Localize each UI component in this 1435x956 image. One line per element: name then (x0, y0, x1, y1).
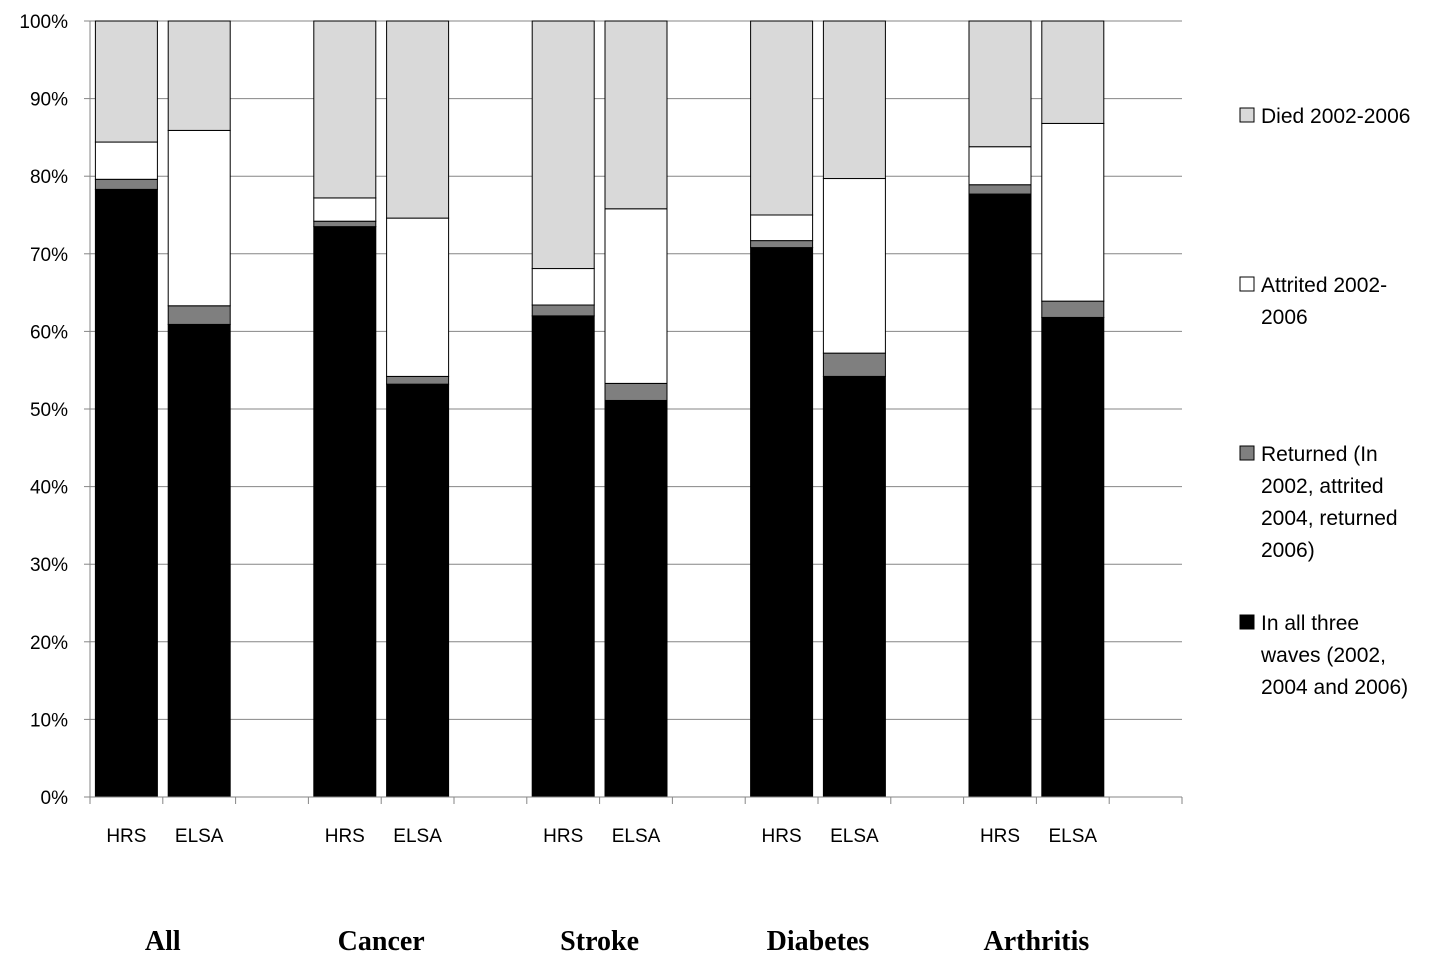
legend-label: 2006) (1261, 539, 1315, 562)
x-tick-label: ELSA (830, 826, 879, 847)
legend-label: Returned (In (1261, 443, 1378, 466)
x-tick-label: ELSA (612, 826, 661, 847)
x-tick-labels: HRS ELSA HRS ELSA HRS ELSA HRS ELSA HRS ELSA (106, 826, 1097, 847)
y-tick-label: 70% (30, 245, 68, 266)
bar-segment (750, 214, 814, 242)
bar-segment (968, 193, 1032, 798)
group-label: Diabetes (767, 926, 870, 956)
bar-segment (386, 20, 450, 219)
legend-label: 2004 and 2006) (1261, 676, 1408, 699)
bar-segment (531, 304, 595, 317)
bar-segment (822, 20, 886, 180)
bar-segment (604, 382, 668, 401)
y-tick-label: 30% (30, 555, 68, 576)
y-tick-label: 100% (19, 12, 68, 33)
y-tick-label: 60% (30, 322, 68, 343)
bar-segment (822, 375, 886, 798)
y-tick-label: 80% (30, 167, 68, 188)
bar-segment (94, 141, 158, 180)
bar-segment (386, 383, 450, 798)
legend-swatch (1239, 107, 1255, 123)
legend-label: 2006 (1261, 306, 1308, 329)
legend-swatch (1239, 445, 1255, 461)
bar-segment (94, 20, 158, 143)
legend-label: In all three (1261, 612, 1359, 635)
bar-segment (968, 146, 1032, 186)
bar-segment (968, 20, 1032, 148)
legend: Died 2002-2006 Attrited 2002- 2006 Returned… (1239, 105, 1410, 699)
y-tick-label: 10% (30, 710, 68, 731)
y-tick-label: 50% (30, 400, 68, 421)
bar-segment (750, 247, 814, 798)
legend-label: Died 2002-2006 (1261, 105, 1410, 128)
x-tick-label: HRS (325, 826, 365, 847)
bar-segment (94, 188, 158, 798)
bar-segment (604, 399, 668, 798)
bar-segment (531, 20, 595, 270)
legend-swatch (1239, 276, 1255, 292)
x-tick-label: ELSA (1049, 826, 1098, 847)
bar-segment (604, 208, 668, 384)
x-tick-label: HRS (762, 826, 802, 847)
bar-segment (313, 20, 377, 199)
bar-segment (1041, 300, 1105, 318)
bar-segment (94, 178, 158, 190)
bar-segment (167, 129, 231, 307)
bar-segment (386, 217, 450, 377)
y-tick-label: 90% (30, 90, 68, 111)
legend-label: 2004, returned (1261, 507, 1398, 530)
bar-segment (1041, 20, 1105, 124)
bars (94, 20, 1105, 798)
bar-segment (750, 240, 814, 249)
bar-segment (386, 375, 450, 385)
bar-segment (1041, 122, 1105, 302)
legend-label: waves (2002, (1260, 644, 1386, 667)
y-tick-label: 0% (41, 788, 69, 809)
bar-segment (750, 20, 814, 216)
bar-segment (167, 20, 231, 131)
x-tick-label: ELSA (393, 826, 442, 847)
bar-segment (313, 220, 377, 228)
x-tick-label: HRS (106, 826, 146, 847)
legend-swatch (1239, 614, 1255, 630)
group-label: Arthritis (984, 926, 1090, 956)
y-tick-label: 40% (30, 478, 68, 499)
bar-segment (313, 226, 377, 798)
bar-segment (1041, 316, 1105, 798)
bar-segment (604, 20, 668, 210)
bar-segment (822, 352, 886, 377)
group-label: All (145, 926, 181, 956)
axes (84, 20, 1183, 804)
legend-label: Attrited 2002- (1261, 274, 1387, 297)
x-tick-label: HRS (980, 826, 1020, 847)
x-tick-label: HRS (543, 826, 583, 847)
bar-segment (313, 197, 377, 222)
bar-segment (167, 305, 231, 325)
bar-segment (531, 268, 595, 306)
bar-segment (531, 315, 595, 798)
group-label: Stroke (560, 926, 639, 956)
x-tick-label: ELSA (175, 826, 224, 847)
group-label: Cancer (338, 926, 425, 956)
legend-label: 2002, attrited (1261, 475, 1384, 498)
bar-segment (968, 184, 1032, 195)
bar-segment (167, 323, 231, 798)
group-labels: All Cancer Stroke Diabetes Arthritis (145, 926, 1089, 956)
y-tick-labels: 0% 10% 20% 30% 40% 50% 60% 70% 80% 90% 100% (19, 12, 68, 809)
bar-segment (822, 178, 886, 354)
y-tick-label: 20% (30, 633, 68, 654)
